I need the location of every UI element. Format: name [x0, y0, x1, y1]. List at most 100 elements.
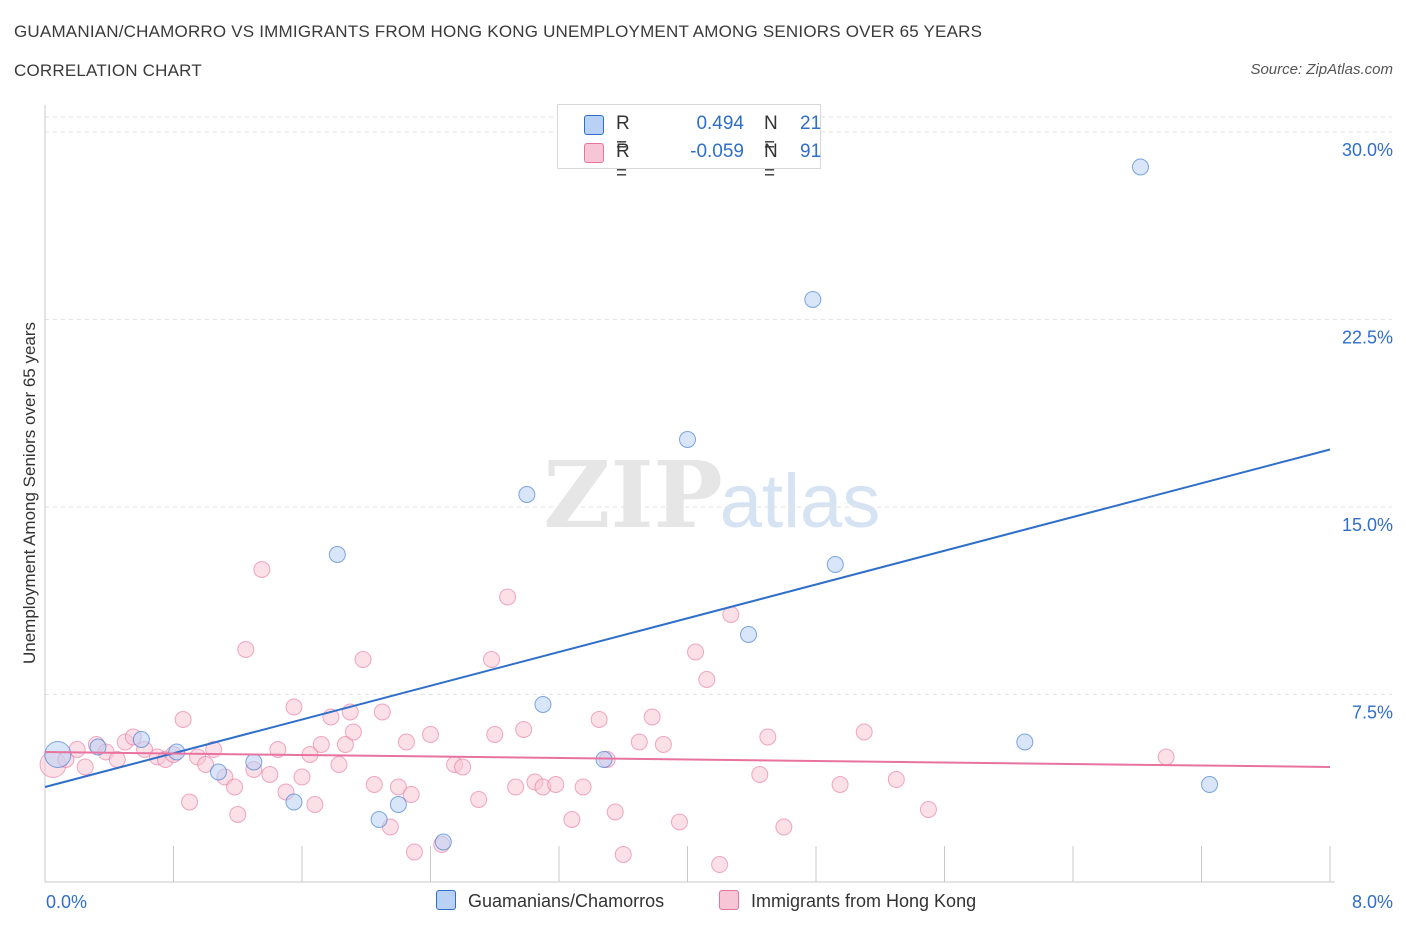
hongkong-point — [630, 733, 648, 751]
watermark-zip: ZIP — [543, 441, 722, 549]
legend-r-value: 0.494 — [696, 113, 744, 134]
watermark-atlas: atlas — [720, 459, 881, 544]
y-tick-label: 7.5% — [1352, 703, 1393, 723]
hongkong-point — [237, 641, 255, 658]
guamanian-point — [245, 753, 263, 771]
x-tick-label: 8.0% — [1352, 892, 1393, 912]
hongkong-point — [261, 766, 279, 783]
guamanian-point — [328, 546, 346, 563]
guamanian-point — [740, 626, 758, 643]
hongkong-point — [226, 778, 244, 796]
guamanian-point — [1131, 158, 1149, 176]
hongkong-point — [547, 776, 565, 793]
hongkong-point — [312, 736, 330, 753]
legend-n-label: N = — [764, 141, 778, 184]
hongkong-point — [670, 813, 688, 831]
y-axis-title: Unemployment Among Seniors over 65 years — [20, 321, 39, 665]
guamanian-point — [679, 431, 696, 448]
legend-r-label: R = — [616, 113, 630, 156]
guamanian-point — [389, 796, 407, 813]
guamanian-point — [434, 833, 452, 851]
guamanian-point — [44, 741, 72, 768]
legend-r-value: -0.059 — [690, 141, 744, 162]
legend-swatch-blue — [584, 115, 604, 135]
hongkong-point — [507, 778, 525, 796]
hongkong-point — [330, 756, 348, 773]
hongkong-point — [698, 671, 716, 688]
hongkong-point — [405, 843, 423, 861]
chart-title: GUAMANIAN/CHAMORRO VS IMMIGRANTS FROM HO… — [14, 22, 983, 41]
hongkong-point — [515, 721, 533, 738]
hongkong-point — [454, 758, 472, 776]
hongkong-point — [293, 768, 311, 786]
hongkong-point — [397, 733, 415, 751]
hongkong-point — [590, 711, 608, 728]
chart-subtitle: CORRELATION CHART — [14, 61, 202, 80]
guamanian-trend-line — [44, 448, 1331, 788]
hongkong-point — [373, 703, 391, 721]
guamanian-point — [1201, 776, 1219, 793]
guamanian-point — [534, 696, 552, 713]
legend-r-label: R = — [616, 141, 630, 184]
hongkong-point — [365, 776, 383, 793]
hongkong-point — [687, 643, 705, 661]
legend-n-value: 21 — [800, 113, 822, 134]
y-tick-label: 22.5% — [1342, 328, 1393, 348]
hongkong-point — [614, 846, 632, 863]
source-credit: Source: ZipAtlas.com — [1250, 61, 1393, 78]
hongkong-point — [775, 818, 793, 836]
bottom-legend-label: Guamanians/Chamorros — [468, 891, 665, 911]
hongkong-point — [253, 561, 271, 578]
hongkong-point — [499, 588, 517, 606]
hongkong-point — [486, 726, 504, 743]
hongkong-point — [269, 741, 287, 758]
legend-n-label: N = — [764, 113, 778, 156]
guamanian-point — [370, 811, 388, 828]
hongkong-point — [181, 793, 199, 811]
hongkong-point — [197, 756, 215, 773]
hongkong-point — [751, 766, 769, 783]
guamanian-point — [1016, 733, 1034, 751]
hongkong-point — [711, 856, 729, 873]
hongkong-point — [563, 811, 581, 828]
hongkong-point — [919, 801, 937, 818]
hongkong-point — [831, 776, 849, 793]
y-tick-label: 30.0% — [1342, 140, 1393, 160]
x-tick-label: 0.0% — [46, 892, 87, 912]
hongkong-point — [285, 698, 303, 716]
y-tick-label: 15.0% — [1342, 515, 1393, 535]
hongkong-point — [402, 786, 420, 803]
guamanian-point — [132, 731, 150, 748]
guamanian-point — [826, 556, 844, 573]
guamanian-point — [89, 738, 107, 756]
bottom-legend-swatch-pink — [719, 890, 739, 910]
hongkong-point — [344, 723, 362, 741]
hongkong-point — [68, 741, 86, 758]
hongkong-point — [606, 803, 624, 821]
bottom-legend-hongkong: Immigrants from Hong Kong — [719, 890, 976, 912]
hongkong-point — [855, 723, 873, 741]
hongkong-point — [643, 708, 661, 726]
hongkong-point — [1157, 748, 1175, 766]
guamanian-point — [804, 291, 822, 308]
hongkong-point — [574, 778, 592, 796]
guamanian-point — [209, 763, 227, 781]
legend-n-value: 91 — [800, 141, 822, 162]
legend-swatch-pink — [584, 143, 604, 163]
hongkong-point — [174, 711, 192, 728]
guamanian-point — [285, 793, 303, 811]
hongkong-point — [887, 771, 905, 788]
hongkong-point — [483, 651, 501, 668]
hongkong-point — [76, 758, 94, 776]
hongkong-point — [654, 736, 672, 753]
correlation-legend: R = 0.494 N = 21 R = -0.059 N = 91 — [557, 104, 822, 184]
hongkong-trend-line — [44, 751, 1331, 768]
hongkong-point — [336, 736, 354, 753]
hongkong-point — [470, 791, 488, 808]
guamanian-point — [518, 486, 536, 503]
hongkong-point — [422, 726, 439, 743]
bottom-legend-swatch-blue — [436, 890, 456, 910]
hongkong-point — [759, 728, 777, 746]
hongkong-point — [306, 796, 324, 813]
